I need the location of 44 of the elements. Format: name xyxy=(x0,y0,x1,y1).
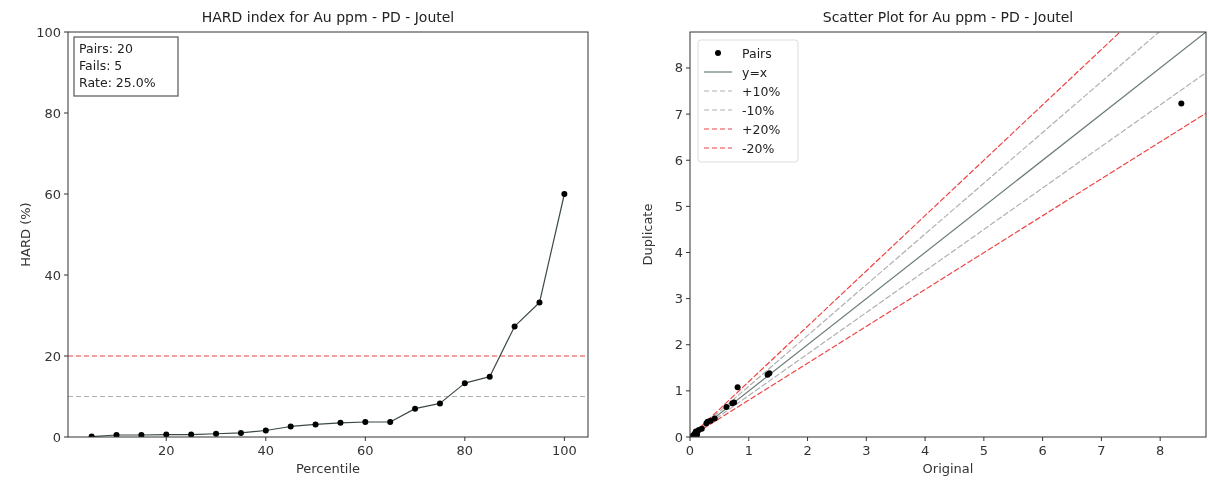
x-tick-label: 7 xyxy=(1097,443,1106,458)
y-tick-label: 0 xyxy=(674,429,683,445)
x-tick-label: 0 xyxy=(685,443,695,458)
annotation: Rate: 25.0% xyxy=(79,75,156,90)
y-tick-label: 8 xyxy=(674,60,683,76)
y-tick-label: 60 xyxy=(44,186,61,202)
legend-label: -10% xyxy=(742,102,775,118)
x-tick-label: 20 xyxy=(158,443,175,458)
y-tick-label: 0 xyxy=(52,429,61,445)
x-axis-title: Original xyxy=(922,461,974,476)
x-tick-label: 8 xyxy=(1156,443,1165,458)
x-tick-label: 4 xyxy=(920,443,930,458)
chart-title: Scatter Plot for Au ppm - PD - Joutel xyxy=(822,9,1074,25)
y-axis-title: HARD (%) xyxy=(18,202,33,267)
annotation: Fails: 5 xyxy=(79,58,123,73)
legend-label: -20% xyxy=(742,140,775,156)
x-tick-label: 2 xyxy=(803,443,812,458)
legend-label: Pairs xyxy=(742,45,772,61)
x-tick-label: 5 xyxy=(979,443,988,458)
x-tick-label: 6 xyxy=(1038,443,1047,458)
x-tick-label: 1 xyxy=(744,443,753,458)
x-tick-label: 100 xyxy=(551,443,577,458)
y-tick-label: 20 xyxy=(44,348,61,364)
y-tick-label: 1 xyxy=(674,383,683,399)
x-tick-label: 80 xyxy=(456,443,474,458)
y-tick-label: 7 xyxy=(674,106,683,122)
x-tick-label: 60 xyxy=(357,443,374,458)
annotation: Pairs: 20 xyxy=(79,41,133,56)
x-tick-label: 40 xyxy=(257,443,275,458)
legend-label: y=x xyxy=(742,64,768,80)
y-tick-label: 100 xyxy=(36,24,61,40)
y-tick-label: 80 xyxy=(44,105,61,121)
x-tick-label: 3 xyxy=(862,443,871,458)
y-tick-label: 6 xyxy=(674,152,683,168)
y-tick-label: 40 xyxy=(44,267,61,283)
chart-title: HARD index for Au ppm - PD - Joutel xyxy=(201,9,455,25)
legend-label: +20% xyxy=(742,121,781,137)
legend-label: +10% xyxy=(742,83,781,99)
x-axis-title: Percentile xyxy=(295,461,361,476)
y-tick-label: 3 xyxy=(674,291,683,307)
y-tick-label: 4 xyxy=(674,244,683,260)
y-tick-label: 2 xyxy=(674,337,683,353)
y-axis-title: Duplicate xyxy=(640,203,655,266)
y-tick-label: 5 xyxy=(674,198,683,214)
